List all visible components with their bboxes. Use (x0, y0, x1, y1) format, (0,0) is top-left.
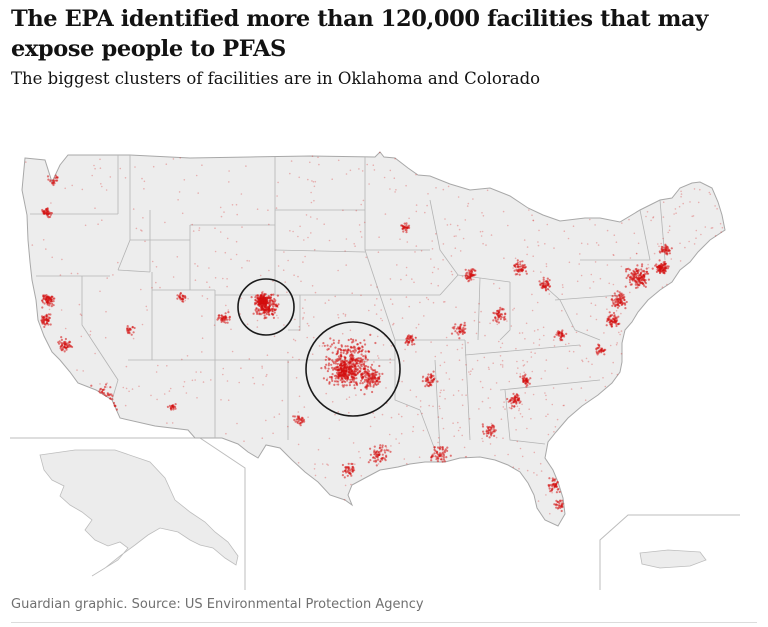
inset-frames (10, 437, 740, 590)
source-note: Guardian graphic. Source: US Environment… (11, 597, 424, 612)
facility-dots (25, 151, 724, 515)
colorado-cluster-circle (237, 278, 295, 336)
alaska-inset (39, 449, 239, 577)
subtitle: The biggest clusters of facilities are i… (11, 69, 541, 88)
puerto-rico-inset (639, 549, 707, 569)
contiguous-us-shape (21, 151, 726, 527)
us-facilities-map (10, 151, 740, 590)
bottom-rule (11, 622, 757, 623)
oklahoma-cluster-circle (305, 321, 401, 417)
headline: The EPA identified more than 120,000 fac… (11, 6, 708, 62)
map-container (0, 140, 768, 590)
